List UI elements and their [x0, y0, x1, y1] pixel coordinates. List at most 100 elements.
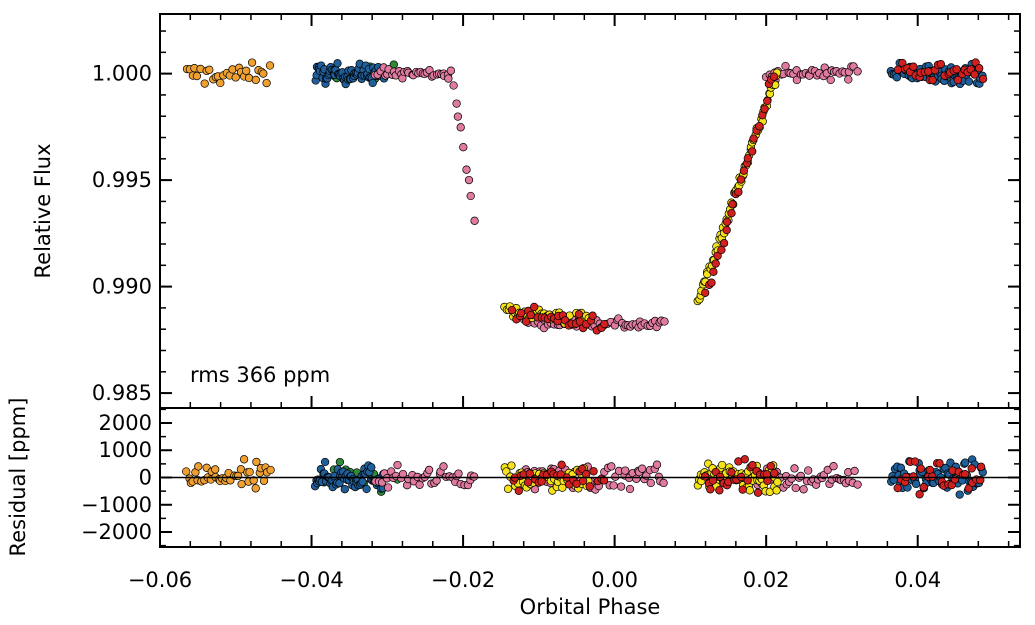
data-point-orange — [251, 484, 260, 493]
x-tick-label: −0.06 — [128, 568, 192, 592]
data-point-blue — [892, 73, 902, 82]
data-point-red — [722, 225, 731, 235]
data-point-pink — [850, 466, 859, 476]
data-point-blue — [358, 477, 367, 486]
data-point-red — [743, 154, 752, 163]
data-point-pink — [652, 460, 662, 469]
data-point-red — [521, 317, 531, 326]
data-point-yellow — [745, 486, 754, 495]
data-point-pink — [393, 460, 402, 470]
data-point-red — [719, 239, 729, 248]
data-point-orange — [245, 467, 254, 477]
data-point-blue — [320, 457, 330, 467]
x-tick-label: 0.04 — [894, 568, 941, 592]
data-point-red — [936, 59, 945, 69]
data-point-red — [728, 200, 737, 209]
data-point-blue — [368, 78, 377, 88]
data-point-pink — [646, 478, 655, 488]
data-point-yellow — [772, 486, 781, 495]
data-point-red — [953, 75, 963, 85]
data-point-yellow — [558, 483, 567, 492]
data-point-red — [928, 75, 937, 85]
data-point-orange — [237, 479, 246, 489]
data-point-pink — [444, 74, 453, 83]
data-point-blue — [911, 479, 921, 489]
data-point-orange — [259, 69, 268, 78]
data-point-red — [523, 478, 533, 487]
data-point-pink — [796, 471, 805, 481]
data-point-red — [514, 486, 523, 495]
data-point-red — [589, 467, 598, 476]
data-point-red — [763, 96, 772, 106]
data-point-pink — [826, 75, 835, 85]
data-point-orange — [231, 73, 240, 82]
data-point-blue — [964, 77, 974, 86]
data-point-orange — [244, 73, 254, 83]
data-point-pink — [453, 112, 463, 121]
data-point-pink — [446, 66, 456, 75]
data-point-red — [893, 483, 902, 493]
data-point-red — [978, 74, 988, 84]
data-point-blue — [367, 463, 376, 472]
data-point-red — [537, 477, 546, 486]
data-point-red — [910, 457, 920, 466]
data-point-orange — [211, 465, 220, 474]
data-point-red — [748, 461, 757, 470]
data-point-red — [748, 147, 757, 156]
x-tick-label: −0.02 — [431, 568, 495, 592]
data-point-blue — [340, 485, 349, 494]
data-point-pink — [469, 472, 479, 481]
bottom-panel: −0.06 −0.04 −0.02 0.00 0.02 0.04 2000 1000 0 −100… — [6, 398, 1021, 619]
y-tick-label: 0.995 — [92, 168, 152, 192]
data-point-red — [734, 187, 743, 197]
data-point-pink — [853, 67, 862, 76]
data-point-pink — [790, 464, 799, 473]
data-point-pink — [637, 464, 647, 473]
data-point-red — [727, 468, 736, 477]
y-tick-label: 1000 — [99, 438, 152, 462]
x-tick-label: −0.04 — [279, 568, 343, 592]
y-tick-label: 0.985 — [92, 381, 152, 405]
data-point-orange — [247, 58, 257, 67]
data-point-red — [530, 302, 539, 312]
data-point-orange — [242, 66, 251, 75]
x-axis-title: Orbital Phase — [520, 595, 661, 619]
data-point-red — [727, 209, 736, 218]
data-point-orange — [239, 455, 249, 464]
data-point-red — [893, 65, 903, 74]
data-point-red — [915, 490, 924, 499]
data-point-pink — [466, 191, 475, 201]
data-point-pink — [439, 462, 448, 471]
data-point-red — [760, 104, 769, 114]
data-point-red — [924, 67, 933, 76]
data-point-yellow — [773, 477, 782, 487]
bottom-data-points — [182, 455, 987, 499]
data-point-pink — [611, 472, 620, 481]
data-point-orange — [266, 465, 275, 475]
data-point-red — [975, 64, 984, 73]
data-point-blue — [333, 59, 342, 68]
bottom-y-axis-title: Residual [ppm] — [6, 398, 30, 557]
data-point-red — [722, 217, 732, 226]
data-point-red — [919, 483, 928, 492]
data-point-green — [335, 457, 345, 467]
data-point-red — [711, 259, 720, 268]
top-panel: 1.000 0.995 0.990 0.985 Relative Flux rms 3… — [31, 13, 1021, 409]
y-tick-label: 1.000 — [92, 62, 152, 86]
data-point-red — [701, 288, 710, 297]
data-point-blue — [961, 458, 970, 467]
data-point-red — [709, 267, 718, 276]
data-point-red — [707, 278, 716, 287]
data-point-pink — [459, 143, 468, 152]
data-point-pink — [792, 75, 802, 85]
data-point-pink — [449, 81, 458, 90]
data-point-pink — [660, 317, 669, 326]
bottom-y-axis-title-line: Residual [ppm] — [6, 398, 30, 557]
data-point-pink — [823, 465, 832, 475]
data-point-orange — [265, 61, 275, 70]
data-point-pink — [853, 480, 862, 489]
data-point-red — [599, 476, 609, 485]
data-point-orange — [262, 78, 271, 88]
data-point-red — [507, 305, 517, 315]
data-point-pink — [607, 462, 616, 471]
